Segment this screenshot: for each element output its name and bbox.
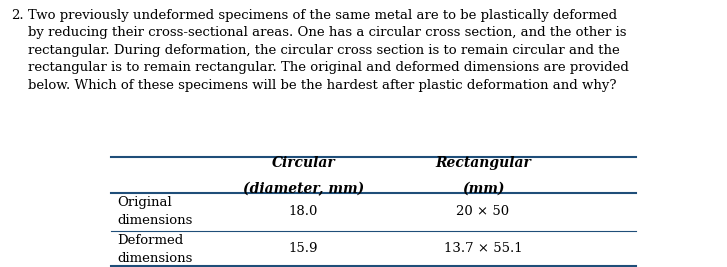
Text: Circular: Circular: [272, 156, 335, 171]
Text: 18.0: 18.0: [289, 205, 318, 218]
Text: 15.9: 15.9: [289, 242, 318, 255]
Text: 2.: 2.: [12, 9, 24, 22]
Text: (mm): (mm): [462, 182, 505, 196]
Text: Original: Original: [118, 197, 172, 209]
Text: Deformed: Deformed: [118, 234, 184, 248]
Text: dimensions: dimensions: [118, 214, 193, 227]
Text: 20 × 50: 20 × 50: [457, 205, 510, 218]
Text: dimensions: dimensions: [118, 252, 193, 265]
Text: 13.7 × 55.1: 13.7 × 55.1: [443, 242, 522, 255]
Text: (diameter, mm): (diameter, mm): [243, 182, 364, 196]
Text: Two previously undeformed specimens of the same metal are to be plastically defo: Two previously undeformed specimens of t…: [28, 9, 629, 92]
Text: Rectangular: Rectangular: [435, 156, 531, 171]
